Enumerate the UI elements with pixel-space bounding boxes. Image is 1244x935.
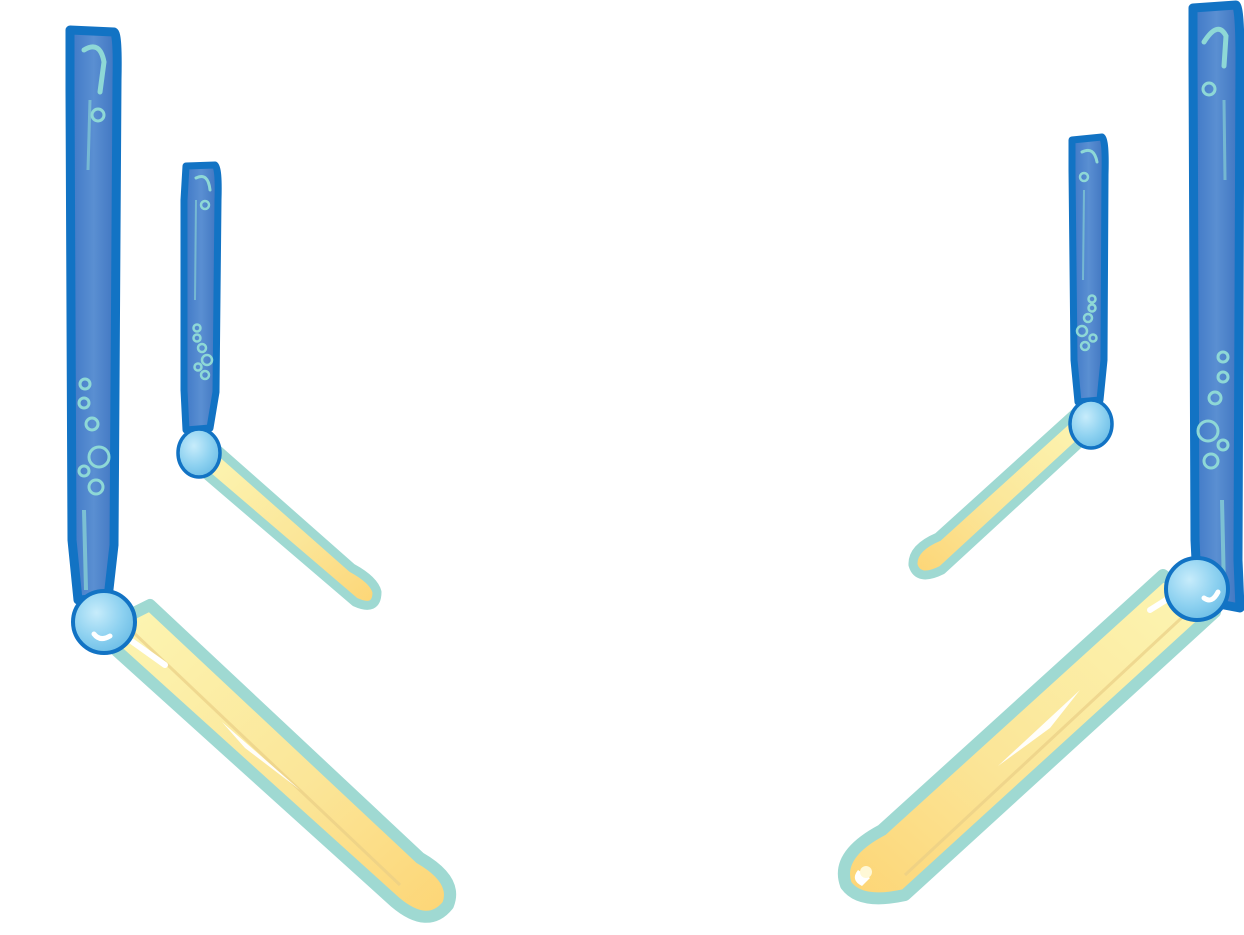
- flipper-inner-right[interactable]: [908, 133, 1114, 580]
- post-inner-right: [1068, 133, 1109, 406]
- bubble-icon: [1201, 81, 1217, 97]
- bubble-icon: [90, 107, 106, 123]
- bubble-icon: [192, 323, 202, 333]
- paddle-inner-right: [908, 407, 1099, 580]
- bubble-icon: [196, 342, 208, 354]
- bubble-icon: [87, 445, 111, 469]
- bubble-icon: [1075, 324, 1089, 338]
- post-inner-left: [180, 161, 222, 434]
- paddle-inner-left: [191, 443, 382, 610]
- bubble-icon: [1088, 333, 1098, 343]
- bubble-icon: [78, 377, 92, 391]
- bubble-icon: [193, 362, 203, 372]
- bubble-icon: [1078, 171, 1090, 183]
- flipper-inner-left[interactable]: [176, 161, 382, 610]
- paddle-outer-left: [90, 599, 457, 923]
- bubble-icon: [200, 353, 214, 367]
- bubble-icon: [1082, 312, 1094, 324]
- pivot-outer-left: [71, 589, 137, 655]
- bubble-icon: [199, 199, 211, 211]
- bubble-icon: [1207, 390, 1223, 406]
- flipper-outer-right[interactable]: [837, 0, 1244, 905]
- post-outer-right: [1188, 0, 1244, 613]
- bubble-icon: [1087, 294, 1097, 304]
- bubble-icon: [1087, 303, 1097, 313]
- bubble-icon: [84, 416, 100, 432]
- pivot-inner-right: [1068, 398, 1114, 450]
- bubble-icon: [1216, 350, 1230, 364]
- bubble-icon: [77, 396, 91, 410]
- post-outer-left: [65, 25, 122, 605]
- pivot-inner-left: [176, 427, 222, 479]
- flipper-outer-left[interactable]: [65, 25, 457, 923]
- paddle-outer-right: [837, 569, 1221, 905]
- bubble-icon: [1079, 340, 1091, 352]
- bubble-icon: [1202, 452, 1220, 470]
- bubble-icon: [192, 333, 202, 343]
- bubble-icon: [199, 369, 211, 381]
- pivot-outer-right: [1164, 556, 1230, 622]
- bubble-icon: [77, 464, 91, 478]
- bubble-icon: [87, 478, 105, 496]
- bubble-icon: [1196, 419, 1220, 443]
- bubble-icon: [1216, 370, 1230, 384]
- bubble-icon: [1216, 438, 1230, 452]
